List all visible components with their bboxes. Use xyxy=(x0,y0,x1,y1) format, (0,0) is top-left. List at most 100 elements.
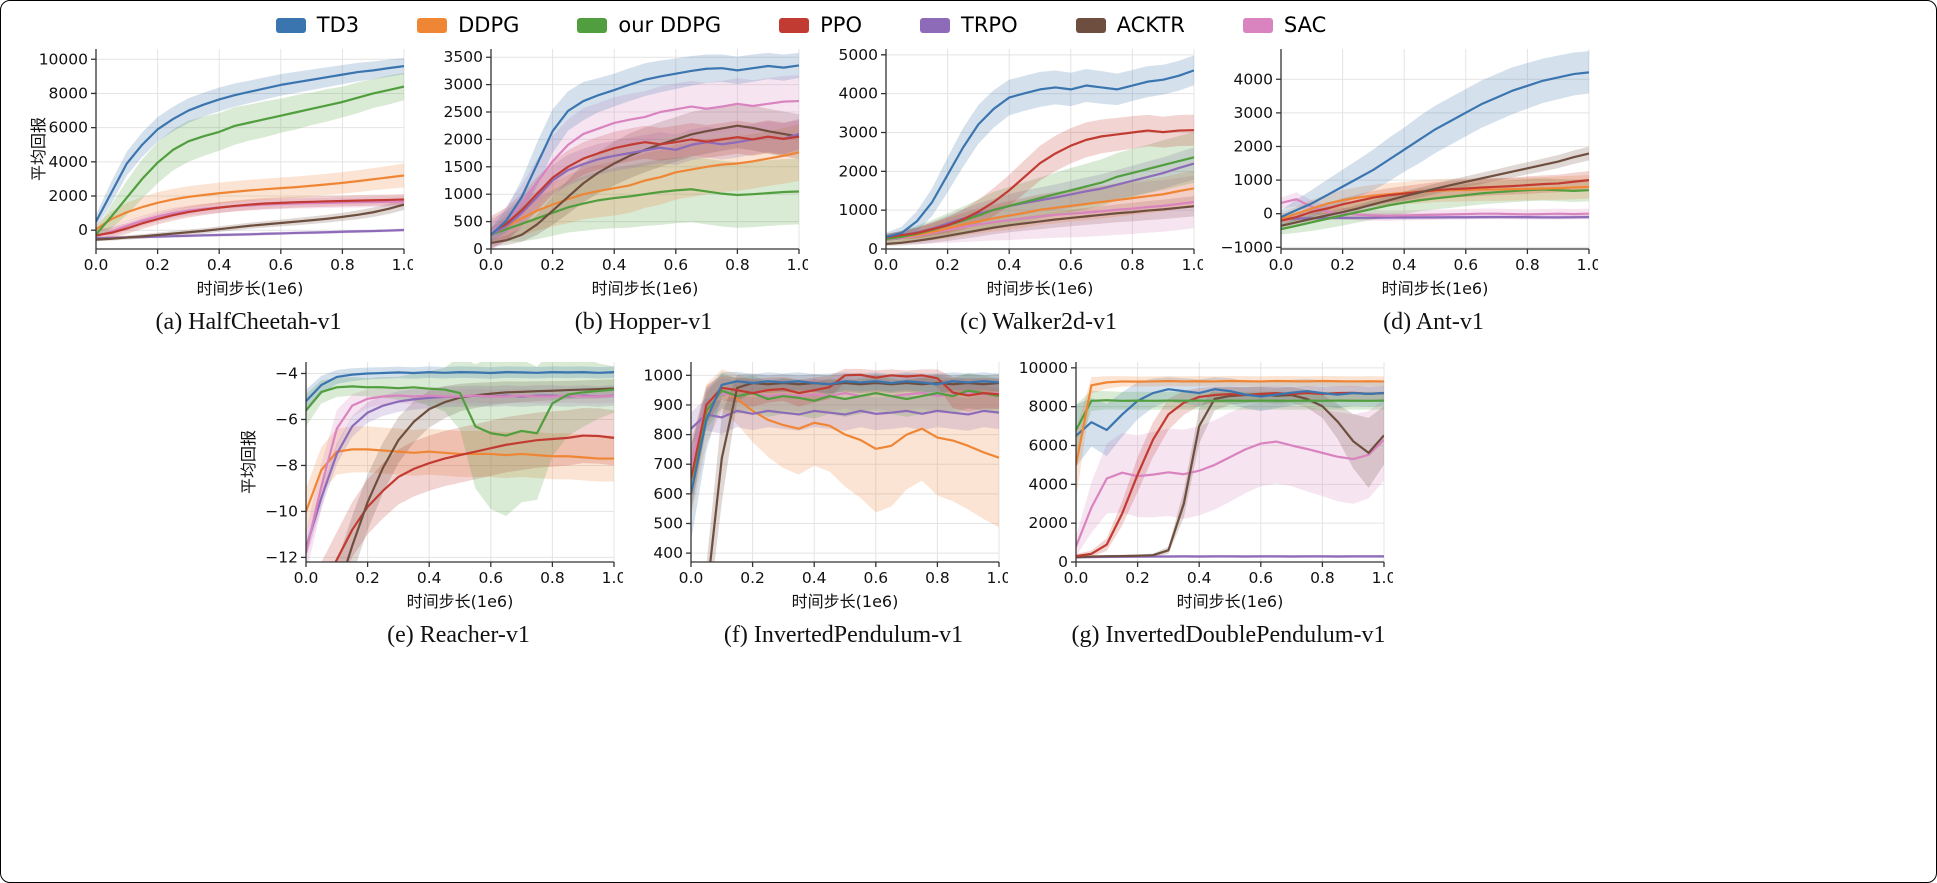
y-tick-label: −12 xyxy=(265,548,298,566)
invertedpendulum-plot: 400 500 600 700 800 900 1000 0.0 0.2 0.4 0.6 0.8 1.0… xyxy=(644,362,1008,611)
y-tick-label: −1000 xyxy=(1221,238,1273,256)
legend-item-td3: TD3 xyxy=(275,13,359,37)
legend-item-ppo: PPO xyxy=(779,13,862,37)
x-tick-label: 1.0 xyxy=(787,256,808,274)
inverteddoublependulum-plot: 0 2000 4000 6000 8000 10000 0.0 0.2 0.4 0.6 0.8 1.0… xyxy=(1019,359,1393,611)
x-tick-label: 0.6 xyxy=(863,569,888,587)
y-tick-label: 1000 xyxy=(644,366,683,384)
y-tick-label: 0 xyxy=(78,221,88,239)
line-our DDPG xyxy=(306,385,614,437)
caption-inverteddoublependulum: (g) InvertedDoublePendulum-v1 xyxy=(1071,622,1386,648)
axes xyxy=(305,362,614,563)
caption-halfcheetah: (a) HalfCheetah-v1 xyxy=(155,309,342,335)
tick-labels: 0 1000 2000 3000 4000 5000 0.0 0.2 0.4 0.6 0.8 1.0 时… xyxy=(839,46,1203,298)
legend-swatch-icon xyxy=(577,17,608,33)
x-tick-label: 0.0 xyxy=(479,256,504,274)
subplot-reacher: −12 −10 −8 −6 −4 0.0 0.2 0.4 0.6 0.8 1.0 时间步长(1e6) 平… xyxy=(238,352,623,649)
line-DDPG xyxy=(691,389,999,480)
caption-hopper: (b) Hopper-v1 xyxy=(574,309,713,335)
axes xyxy=(690,362,999,563)
legend-item-acktr: ACKTR xyxy=(1075,13,1185,37)
y-tick-label: −6 xyxy=(275,410,298,428)
band-SAC xyxy=(691,377,999,480)
x-tick-label: 0.0 xyxy=(1064,569,1089,587)
band-our DDPG xyxy=(306,362,614,517)
x-tick-label: 0.8 xyxy=(330,256,355,274)
line-TD3 xyxy=(1281,71,1589,219)
line-DDPG xyxy=(306,448,614,512)
y-tick-label: 4000 xyxy=(49,153,88,171)
band-TD3 xyxy=(306,366,614,413)
band-TRPO xyxy=(306,384,614,559)
line-ACKTR xyxy=(886,205,1194,246)
x-tick-label: 1.0 xyxy=(1372,569,1393,587)
y-tick-label: 5000 xyxy=(839,46,878,64)
line-PPO xyxy=(1281,178,1589,222)
x-tick-label: 0.4 xyxy=(997,256,1022,274)
band-PPO xyxy=(491,120,799,249)
x-tick-label: 0.8 xyxy=(1120,256,1145,274)
tick-labels: 0 2000 4000 6000 8000 10000 0.0 0.2 0.4 0.6 0.8 1.0… xyxy=(29,50,413,298)
y-tick-label: 2000 xyxy=(1029,514,1068,532)
y-tick-label: 800 xyxy=(653,426,683,444)
y-tick-label: 8000 xyxy=(1029,398,1068,416)
x-tick-label: 0.0 xyxy=(84,256,109,274)
y-tick-label: 3000 xyxy=(839,123,878,141)
y-tick-label: −4 xyxy=(275,364,298,382)
legend-swatch-icon xyxy=(920,17,950,33)
legend-swatch-icon xyxy=(779,17,810,33)
line-ACKTR xyxy=(1076,393,1384,559)
x-tick-label: 0.0 xyxy=(1269,256,1294,274)
x-tick-label: 0.4 xyxy=(802,569,827,587)
legend-item-our-ddpg: our DDPG xyxy=(577,13,721,37)
x-tick-label: 0.2 xyxy=(740,569,765,587)
tick-labels: 400 500 600 700 800 900 1000 0.0 0.2 0.4 0.6 0.8 1.0… xyxy=(644,366,1008,611)
x-axis-label: 时间步长(1e6) xyxy=(987,279,1094,298)
tick-labels: −1000 0 1000 2000 3000 4000 0.0 0.2 0.4 0.6 0.8 1.0… xyxy=(1221,70,1598,298)
legend-swatch-icon xyxy=(417,17,448,33)
x-tick-label: 0.8 xyxy=(925,569,950,587)
line-TD3 xyxy=(886,69,1194,239)
plot-area xyxy=(1281,51,1589,235)
legend: TD3 DDPG our DDPG PPO TRPO ACKTR SAC xyxy=(1,1,1601,37)
band-our DDPG xyxy=(691,372,999,512)
x-tick-label: 0.6 xyxy=(478,569,503,587)
line-DDPG xyxy=(1076,379,1384,466)
band-our DDPG xyxy=(886,131,1194,244)
line-TRPO xyxy=(691,409,999,430)
x-tick-label: 0.6 xyxy=(1453,256,1478,274)
y-tick-label: 10000 xyxy=(39,50,88,68)
x-tick-label: 0.6 xyxy=(663,256,688,274)
y-tick-label: 2500 xyxy=(444,103,483,121)
subplot-hopper: 0 500 1000 1500 2000 2500 3000 3500 0.0 0.2 0.4 0.6… xyxy=(423,39,808,336)
y-tick-label: 1000 xyxy=(444,185,483,203)
y-tick-label: 4000 xyxy=(1234,70,1273,88)
line-ACKTR xyxy=(96,203,404,241)
line-TD3 xyxy=(691,380,999,495)
plot-area xyxy=(96,57,404,242)
band-SAC xyxy=(491,75,799,242)
x-tick-label: 0.4 xyxy=(602,256,627,274)
line-our DDPG xyxy=(1076,399,1384,431)
x-tick-label: 1.0 xyxy=(392,256,413,274)
line-PPO xyxy=(334,434,614,562)
line-our DDPG xyxy=(691,389,999,495)
y-tick-label: 6000 xyxy=(1029,436,1068,454)
line-PPO xyxy=(96,198,404,237)
x-tick-label: 0.6 xyxy=(268,256,293,274)
caption-reacher: (e) Reacher-v1 xyxy=(387,622,530,648)
line-PPO xyxy=(491,135,799,234)
y-axis-label: 平均回报 xyxy=(239,430,258,494)
subplot-ant: −1000 0 1000 2000 3000 4000 0.0 0.2 0.4 0.6 0.8 1.0… xyxy=(1213,39,1598,336)
band-our DDPG xyxy=(491,156,799,242)
y-tick-label: −8 xyxy=(275,456,298,474)
legend-item-trpo: TRPO xyxy=(920,13,1018,37)
line-TD3 xyxy=(306,371,614,402)
x-tick-label: 0.2 xyxy=(355,569,380,587)
x-axis-label: 时间步长(1e6) xyxy=(407,592,514,611)
legend-swatch-icon xyxy=(1242,17,1273,33)
grid xyxy=(95,49,405,249)
band-PPO xyxy=(1076,385,1384,559)
x-tick-label: 0.8 xyxy=(1310,569,1335,587)
